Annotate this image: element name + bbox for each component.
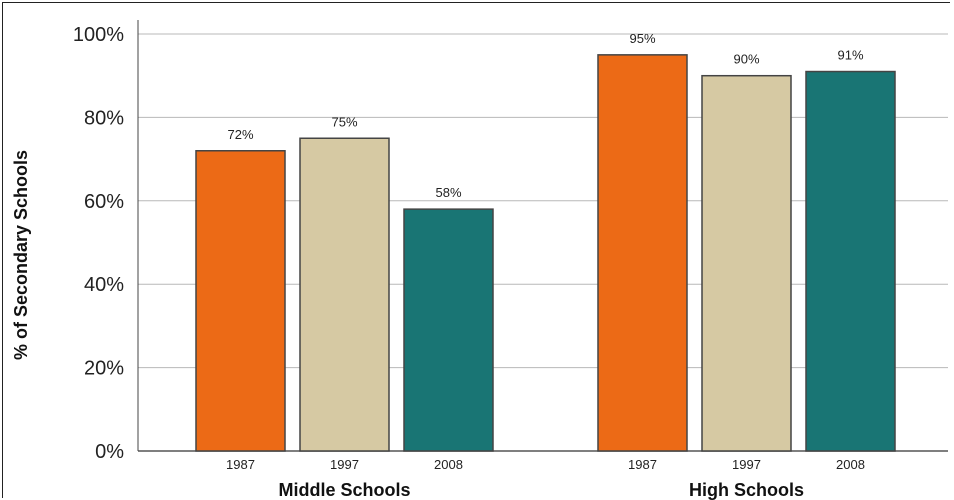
data-label: 58% — [435, 185, 461, 200]
data-label: 90% — [733, 52, 759, 67]
group-label: High Schools — [689, 480, 804, 500]
x-tick-label: 2008 — [836, 457, 865, 472]
y-tick-label: 0% — [95, 441, 124, 463]
y-axis: 0% 20% 40% 60% 80% 100% — [73, 20, 139, 463]
bar — [805, 70, 896, 452]
data-label: 95% — [629, 31, 655, 46]
y-tick-label: 60% — [84, 191, 124, 213]
x-axis: 1987 1997 2008 Middle Schools 1987 1997 2008 Hi… — [226, 457, 865, 500]
y-tick-label: 80% — [84, 107, 124, 129]
y-axis-label: % of Secondary Schools — [11, 150, 31, 360]
bars: 72% 75% 58% 95% 90% 91% — [195, 31, 896, 452]
y-tick-label: 100% — [73, 24, 124, 46]
data-label: 91% — [837, 48, 863, 63]
y-tick-label: 20% — [84, 358, 124, 380]
data-label: 75% — [331, 114, 357, 129]
x-tick-label: 1987 — [628, 457, 657, 472]
bar — [299, 137, 390, 452]
bar — [195, 150, 286, 452]
x-tick-label: 1997 — [330, 457, 359, 472]
x-tick-label: 1997 — [732, 457, 761, 472]
bar — [403, 208, 494, 452]
bar — [597, 54, 688, 452]
group-label: Middle Schools — [278, 480, 410, 500]
x-tick-label: 2008 — [434, 457, 463, 472]
y-tick-label: 40% — [84, 274, 124, 296]
x-tick-label: 1987 — [226, 457, 255, 472]
data-label: 72% — [227, 127, 253, 142]
bar — [701, 74, 792, 452]
